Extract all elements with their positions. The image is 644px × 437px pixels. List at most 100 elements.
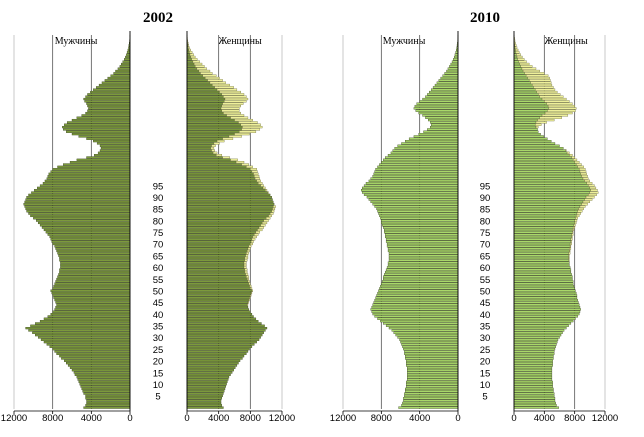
female-bar <box>186 284 250 288</box>
male-bar <box>76 158 131 161</box>
male-bar <box>377 165 459 168</box>
age-label: 25 <box>153 345 164 356</box>
female-bar <box>186 268 245 271</box>
female-bar <box>513 172 581 175</box>
male-bar <box>377 210 459 213</box>
male-bar <box>383 277 459 281</box>
male-bar <box>376 207 459 211</box>
female-surplus-bar <box>524 72 545 75</box>
male-bar <box>416 102 459 105</box>
female-x-tick-label: 4000 <box>208 413 229 424</box>
male-bar <box>427 93 459 96</box>
female-bar <box>513 338 559 341</box>
female-bar <box>186 373 231 376</box>
female-bar <box>513 296 578 299</box>
female-bar <box>186 65 196 68</box>
age-label: 15 <box>480 368 491 379</box>
male-bar <box>71 118 131 122</box>
female-surplus-bar <box>573 224 576 227</box>
female-bar <box>186 128 242 131</box>
female-bar <box>186 149 212 152</box>
female-bar <box>513 235 572 239</box>
male-bar <box>30 214 131 218</box>
female-x-tick-label: 8000 <box>240 413 261 424</box>
male-bar <box>96 142 131 145</box>
female-surplus-bar <box>248 298 250 302</box>
male-bar <box>55 247 131 250</box>
female-bar <box>513 156 572 159</box>
male-bar <box>56 352 131 355</box>
female-bar <box>186 214 269 218</box>
female-bar <box>513 233 572 236</box>
male-bar <box>425 95 459 98</box>
female-bar <box>513 266 571 269</box>
female-x-tick-label: 0 <box>184 413 189 424</box>
female-surplus-bar <box>581 175 588 178</box>
female-surplus-bar <box>244 259 248 262</box>
female-bar <box>513 319 574 323</box>
female-surplus-bar <box>539 95 564 98</box>
female-surplus-bar <box>566 151 570 154</box>
female-bar <box>513 303 580 306</box>
female-surplus-bar <box>535 88 556 91</box>
female-surplus-bar <box>251 170 258 173</box>
male-bar <box>385 268 459 271</box>
age-label: 20 <box>153 357 164 368</box>
female-surplus-bar <box>514 41 516 45</box>
male-bar <box>388 256 459 260</box>
age-label: 30 <box>480 333 491 344</box>
female-bar <box>186 123 242 126</box>
female-surplus-bar <box>230 116 249 119</box>
female-bar <box>513 298 578 302</box>
male-bar <box>453 58 459 61</box>
female-bar <box>186 151 214 154</box>
female-bar <box>186 79 208 82</box>
female-bar <box>186 137 223 140</box>
female-surplus-bar <box>578 207 584 211</box>
female-surplus-bar <box>571 156 575 159</box>
female-bar <box>513 177 584 180</box>
male-bar <box>71 369 131 372</box>
male-bar <box>39 224 131 227</box>
male-bar <box>430 88 459 91</box>
female-surplus-bar <box>589 186 597 189</box>
male-bar <box>370 200 459 204</box>
female-surplus-bar <box>535 121 547 124</box>
male-bar <box>48 172 131 175</box>
female-bar <box>186 387 226 391</box>
male-bar <box>368 179 459 182</box>
female-surplus-bar <box>584 198 593 201</box>
female-surplus-bar <box>240 123 261 126</box>
female-bar <box>513 284 575 288</box>
male-bar <box>64 359 131 362</box>
female-surplus-bar <box>577 210 583 213</box>
male-x-tick-label: 4000 <box>81 413 102 424</box>
female-bar <box>186 207 273 211</box>
male-bar <box>53 284 131 288</box>
male-bar <box>370 308 459 311</box>
female-surplus-bar <box>532 83 553 87</box>
female-bar <box>186 366 236 369</box>
age-label: 70 <box>480 240 491 251</box>
female-bar <box>186 156 223 159</box>
female-surplus-bar <box>548 107 577 110</box>
male-bar <box>88 107 131 110</box>
male-bar <box>380 319 459 323</box>
female-surplus-bar <box>576 214 580 218</box>
female-surplus-bar <box>544 111 573 115</box>
male-bar <box>444 72 459 75</box>
female-bar <box>186 240 252 243</box>
female-bar <box>513 163 577 166</box>
female-bar <box>186 67 198 70</box>
female-bar <box>513 67 523 70</box>
female-bar <box>513 352 555 355</box>
female-bar <box>186 58 192 61</box>
female-surplus-bar <box>254 175 260 178</box>
female-bar <box>186 394 223 398</box>
male-bar <box>388 254 459 257</box>
female-surplus-bar <box>588 184 595 187</box>
male-bar <box>93 140 131 143</box>
female-bar <box>186 249 248 253</box>
male-bar <box>383 158 459 161</box>
male-bar <box>67 364 131 367</box>
